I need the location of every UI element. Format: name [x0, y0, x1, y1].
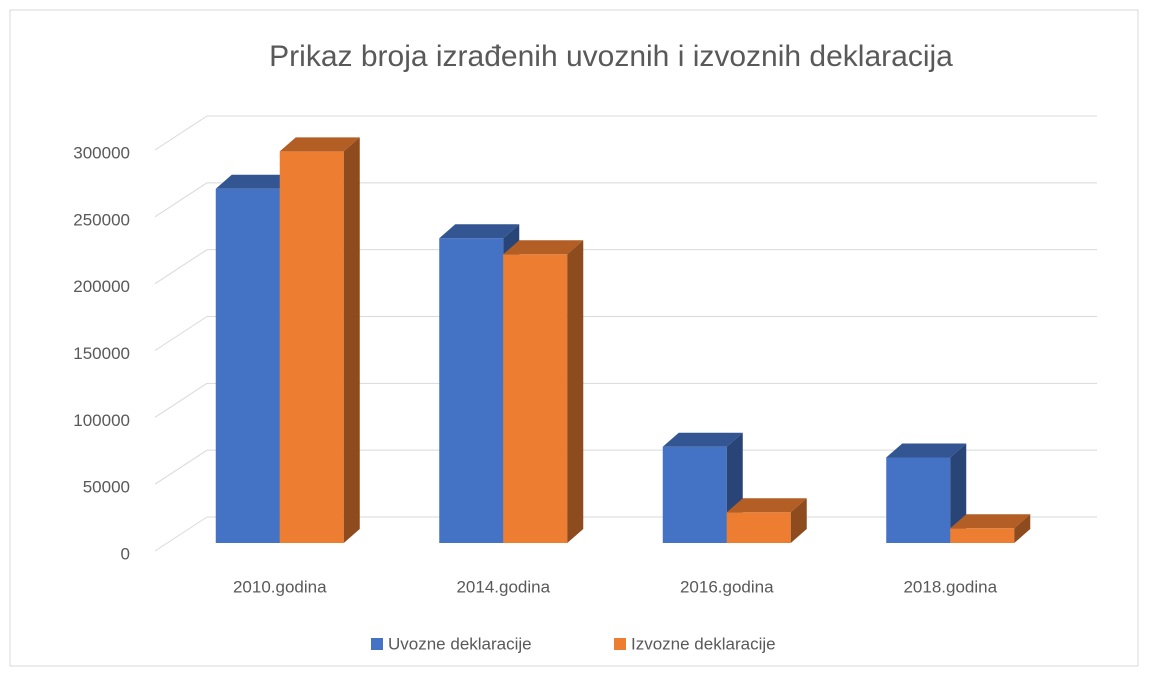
grid-line-depth	[154, 516, 208, 552]
bar-top	[662, 432, 743, 447]
bar-side	[790, 498, 807, 543]
y-tick-label: 100000	[73, 411, 130, 430]
y-tick-label: 250000	[73, 210, 130, 229]
bar-top	[886, 443, 967, 458]
y-tick-label: 200000	[73, 277, 130, 296]
bar-top	[726, 498, 807, 513]
y-tick-label: 0	[121, 544, 130, 563]
bar-front	[503, 254, 568, 543]
x-tick-label: 2018.godina	[903, 577, 997, 596]
legend-swatch	[371, 638, 383, 650]
bar-top	[503, 240, 584, 255]
bar-front	[439, 238, 504, 544]
grid-line-depth	[154, 382, 208, 418]
bar	[950, 514, 1031, 543]
bar-side	[343, 137, 360, 543]
legend-label: Uvozne deklaracije	[388, 634, 532, 653]
grid-line-depth	[154, 316, 208, 351]
bar-top	[439, 224, 520, 239]
bar-front	[279, 151, 344, 543]
bar-top	[279, 137, 360, 152]
grid-line-depth	[154, 115, 208, 151]
legend-label: Izvozne deklaracije	[631, 634, 776, 653]
bar	[279, 137, 360, 543]
grid-line-depth	[154, 449, 208, 485]
bar-front	[215, 188, 280, 544]
bar	[503, 240, 584, 543]
bar-side	[567, 240, 584, 543]
y-tick-label: 50000	[83, 478, 130, 497]
bar-top	[215, 174, 296, 189]
y-tick-label: 300000	[73, 143, 130, 162]
x-tick-label: 2010.godina	[233, 577, 327, 596]
bar-side	[1014, 514, 1031, 543]
y-tick-label: 150000	[73, 344, 130, 363]
bar-top	[950, 514, 1031, 529]
bar-front	[726, 512, 791, 543]
legend-swatch	[614, 638, 626, 650]
grid-line-depth	[154, 249, 208, 285]
x-tick-label: 2014.godina	[456, 577, 550, 596]
x-tick-label: 2016.godina	[680, 577, 774, 596]
bar	[886, 443, 967, 543]
bar	[726, 498, 807, 543]
bar-front	[950, 528, 1015, 543]
bar-front	[662, 446, 727, 543]
grid-line-depth	[154, 182, 208, 218]
bar-front	[886, 457, 951, 543]
chart-title: Prikaz broja izrađenih uvoznih i izvozni…	[269, 40, 953, 73]
